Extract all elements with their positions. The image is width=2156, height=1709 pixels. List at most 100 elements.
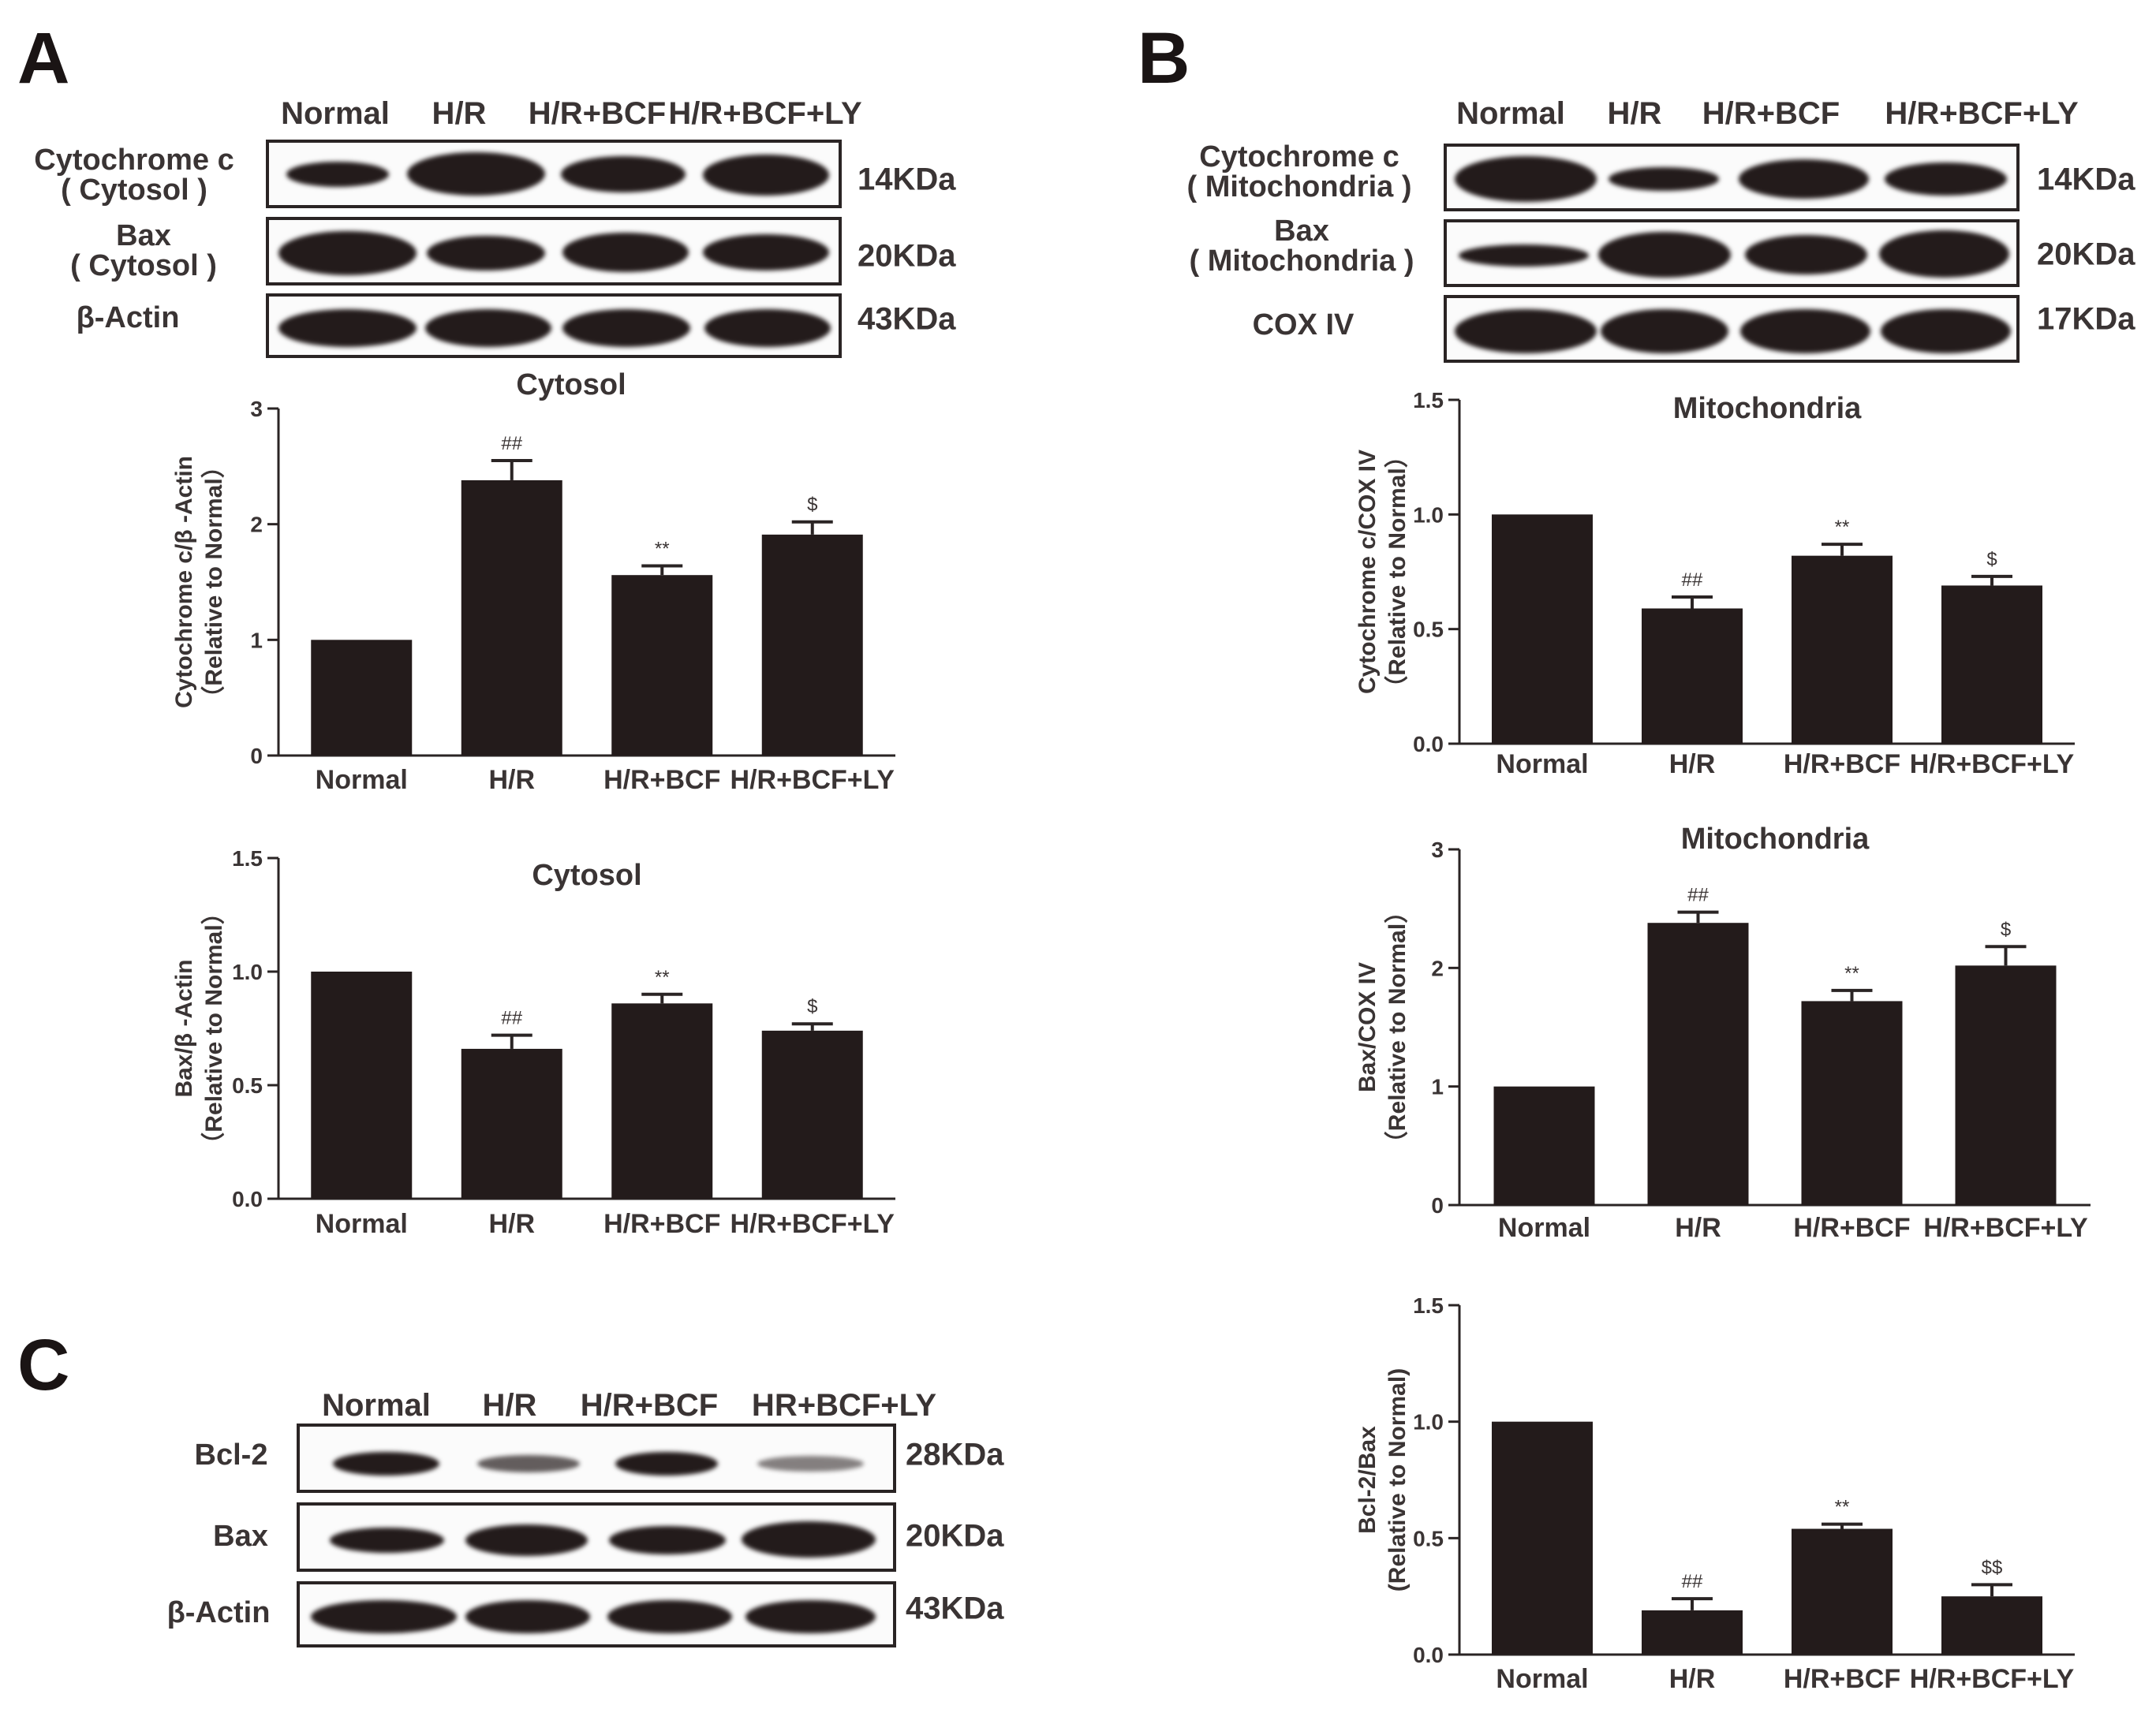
- lane-label: H/R: [432, 96, 487, 131]
- chart-title: Mitochondria: [1681, 823, 1870, 856]
- kda-label: 14KDa: [2037, 162, 2135, 197]
- category-label: Normal: [1498, 1213, 1590, 1243]
- bar: [461, 1048, 562, 1199]
- significance-mark: $: [1986, 549, 1997, 570]
- blot-band: [757, 1456, 864, 1472]
- bar: [461, 479, 562, 756]
- lane-label: H/R+BCF+LY: [1885, 96, 2079, 131]
- kda-label: 20KDa: [858, 238, 956, 274]
- category-label: H/R: [1669, 1664, 1716, 1694]
- blot-label-bax: Bax: [213, 1520, 268, 1553]
- lane-label: Normal: [322, 1388, 431, 1423]
- category-label: H/R: [488, 765, 535, 795]
- blot-row: [1444, 295, 2020, 363]
- blot-row: [297, 1424, 896, 1493]
- chart-title: Cytosol: [532, 859, 641, 892]
- y-axis-label: Cytochrome c/β -Actin: [171, 456, 197, 708]
- blot-band: [561, 156, 686, 192]
- category-label: H/R+BCF+LY: [730, 1209, 895, 1239]
- significance-mark: ##: [1682, 1571, 1703, 1592]
- y-tick-label: 0.0: [1413, 732, 1444, 756]
- blot-band: [286, 162, 389, 187]
- blot-band: [1745, 235, 1867, 274]
- y-tick-label: 1.5: [232, 846, 263, 871]
- kda-label: 14KDa: [858, 162, 956, 197]
- blot-label-cytochrome-c: Cytochrome c ( Cytosol ): [34, 144, 234, 207]
- bar: [1493, 1086, 1595, 1205]
- blot-band: [607, 1600, 732, 1633]
- blot-band: [1609, 167, 1719, 191]
- y-tick-label: 1.5: [1413, 388, 1444, 412]
- panel-letter-a: A: [17, 18, 70, 99]
- y-tick-label: 1.0: [1413, 1410, 1444, 1435]
- bar: [1642, 1610, 1743, 1655]
- blot-band: [333, 1452, 439, 1476]
- blot-band: [704, 309, 831, 347]
- blot-band: [615, 1452, 718, 1476]
- blot-band: [1598, 232, 1731, 278]
- blot-label-beta-actin: β-Actin: [76, 301, 180, 334]
- lane-label: H/R+BCF: [1702, 96, 1840, 131]
- y-tick-label: 0.0: [1413, 1643, 1444, 1667]
- category-label: H/R+BCF+LY: [730, 765, 895, 795]
- kda-label: 20KDa: [2037, 237, 2135, 272]
- lane-label: H/R: [1607, 96, 1662, 131]
- y-tick-label: 1.5: [1413, 1293, 1444, 1318]
- category-label: H/R+BCF+LY: [1923, 1213, 2088, 1243]
- y-tick-label: 1: [1431, 1075, 1444, 1099]
- bar: [1642, 608, 1743, 744]
- blot-label-bax: Bax ( Mitochondria ): [1189, 215, 1414, 278]
- kda-label: 43KDa: [906, 1591, 1004, 1626]
- chart-title: Cytosol: [516, 368, 626, 401]
- blot-band: [1739, 159, 1869, 199]
- lane-label: Normal: [281, 96, 390, 131]
- bar: [761, 534, 863, 756]
- blot-band: [1740, 309, 1870, 353]
- lane-label: H/R+BCF: [528, 96, 667, 131]
- significance-mark: **: [655, 967, 670, 988]
- significance-mark: $: [807, 494, 817, 516]
- bar: [761, 1030, 863, 1199]
- bar: [311, 972, 413, 1199]
- significance-mark: ##: [501, 433, 522, 454]
- blot-label-cytochrome-c: Cytochrome c ( Mitochondria ): [1186, 140, 1412, 203]
- significance-mark: ##: [1687, 885, 1709, 906]
- lane-label: H/R+BCF: [580, 1388, 719, 1423]
- y-axis-label: Bcl-2/Bax: [1355, 1426, 1381, 1534]
- lane-label: HR+BCF+LY: [751, 1388, 937, 1423]
- blot-band: [609, 1526, 726, 1554]
- blot-band: [1455, 156, 1597, 202]
- significance-mark: $$: [1982, 1557, 2003, 1578]
- kda-label: 17KDa: [2037, 301, 2135, 337]
- y-tick-label: 2: [250, 513, 263, 537]
- blot-label-cox-iv: COX IV: [1252, 308, 1355, 341]
- y-axis-label-units: （Relative to Normal）: [200, 901, 227, 1155]
- category-label: H/R+BCF+LY: [1910, 1664, 2075, 1694]
- blot-band: [1879, 230, 2009, 278]
- y-tick-label: 1: [250, 628, 263, 652]
- blot-band: [745, 1600, 876, 1633]
- blot-band: [278, 309, 417, 347]
- bar: [1792, 555, 1893, 744]
- category-label: H/R: [1675, 1213, 1721, 1243]
- bar: [1492, 514, 1593, 744]
- kda-label: 43KDa: [858, 301, 956, 337]
- bar: [1792, 1528, 1893, 1655]
- blot-band: [1881, 309, 2011, 353]
- blot-band: [1601, 309, 1728, 353]
- category-label: H/R+BCF: [603, 1209, 720, 1239]
- blot-band: [427, 236, 545, 271]
- bar: [611, 575, 713, 756]
- y-tick-label: 0.5: [1413, 1526, 1444, 1550]
- category-label: H/R+BCF+LY: [1910, 749, 2075, 779]
- y-tick-label: 0.0: [232, 1187, 263, 1211]
- category-label: H/R+BCF: [1784, 1664, 1900, 1694]
- y-axis-label-units: (Relative to Normal): [1384, 1368, 1411, 1591]
- bar: [1941, 585, 2042, 744]
- bar: [611, 1003, 713, 1199]
- significance-mark: **: [1844, 963, 1859, 984]
- y-tick-label: 0.5: [232, 1073, 263, 1098]
